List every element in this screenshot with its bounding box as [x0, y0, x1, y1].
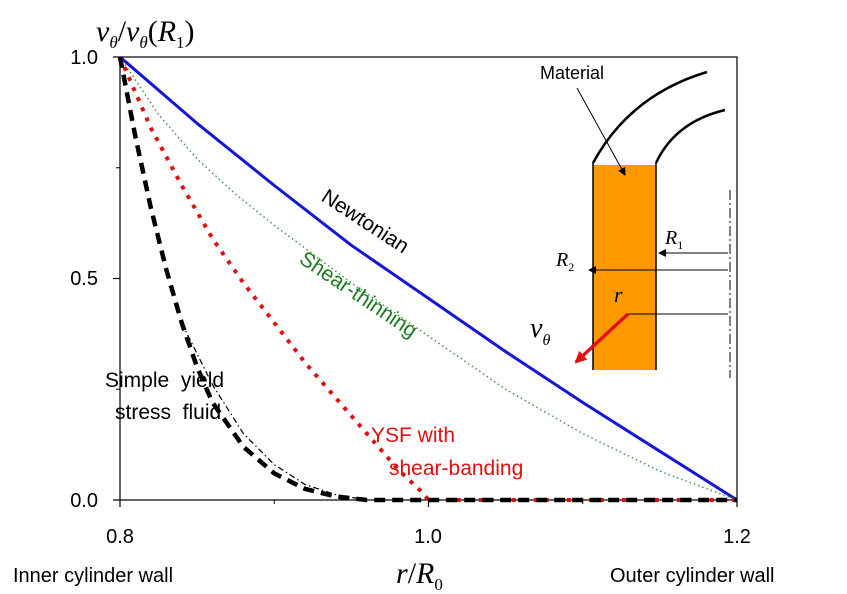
series-layer [117, 55, 738, 503]
ysf-label-line1: YSF with [371, 424, 455, 447]
y-tick-label: 0.0 [70, 490, 98, 512]
newtonian-label: Newtonian [317, 185, 413, 258]
y-tick-label: 0.5 [70, 268, 98, 290]
y-label-den-arg-sub: 1 [176, 33, 185, 52]
x-axis-label: r/R0 [396, 557, 443, 594]
ysf-label-line2: shear-banding [389, 457, 523, 480]
y-label-den-arg: R [157, 15, 176, 48]
series-line-newtonian [119, 55, 738, 502]
series-line-simple-ysf-tail [181, 322, 367, 501]
shear-thinning-label: Shear-thinning [295, 247, 421, 342]
y-label-den-sub: θ [139, 33, 147, 52]
x-tick-label: 1.2 [723, 526, 751, 548]
y-axis-label: vθ/vθ(R1) [96, 15, 195, 52]
outer-wall-label: Outer cylinder wall [610, 565, 775, 587]
y-label-num: v [96, 15, 110, 48]
r2-label: R2 [555, 249, 574, 274]
x-label-den-sub: 0 [434, 575, 443, 594]
outer-curved-wall [654, 108, 726, 164]
inset-diagram: Material R1 R2 r vθ [530, 63, 731, 378]
material-label: Material [540, 63, 604, 83]
r1-label: R1 [664, 227, 683, 252]
inner-wall-label: Inner cylinder wall [13, 565, 173, 587]
material-pointer [576, 87, 626, 176]
series-line-shear-thinning [119, 56, 738, 501]
x-label-den: R [415, 557, 434, 590]
simple-ysf-label-line2: stress fluid [115, 401, 221, 424]
inner-curved-wall [591, 70, 708, 164]
x-tick-label: 0.8 [106, 526, 134, 548]
x-tick-label: 1.0 [414, 526, 442, 548]
y-tick-label: 1.0 [70, 47, 98, 69]
v-arrow [574, 312, 630, 364]
r-label: r [614, 282, 623, 307]
y-label-num-sub: θ [109, 33, 117, 52]
series-line-ysf-shear-banding [118, 56, 737, 502]
y-label-den: v [126, 15, 140, 48]
v-theta-label: vθ [530, 313, 550, 349]
simple-ysf-label-line1: Simple yield [105, 369, 224, 392]
x-label-var: r [396, 557, 408, 590]
